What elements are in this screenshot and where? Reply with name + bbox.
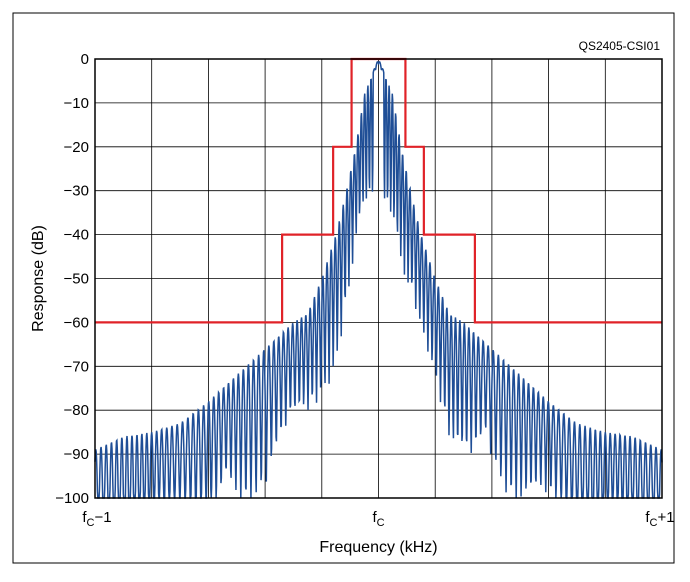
y-tick-label: −10 (64, 95, 89, 112)
figure-code: QS2405-CSI01 (579, 39, 661, 53)
x-tick-label: fC+1 (645, 509, 674, 529)
x-tick-label: fC (372, 509, 384, 529)
y-tick-label: −70 (64, 358, 89, 375)
y-tick-label: −100 (55, 490, 89, 507)
y-axis-label: Response (dB) (30, 225, 47, 332)
y-tick-label: −60 (64, 314, 89, 331)
x-tick-label: fC−1 (82, 509, 111, 529)
plot-frame (94, 58, 663, 499)
y-tick-label: 0 (81, 51, 89, 68)
y-tick-label: −80 (64, 402, 89, 419)
figure-border (12, 12, 675, 564)
y-tick-label: −40 (64, 227, 89, 244)
x-axis-label: Frequency (kHz) (319, 539, 437, 556)
ticks: 0 −10 −20 −30 −40 −50 −60 −70 −80 −90 −100 fC−1 fC fC… (55, 51, 674, 529)
y-tick-label: −50 (64, 271, 89, 288)
grid (95, 58, 662, 499)
y-tick-label: −90 (64, 446, 89, 463)
y-tick-label: −20 (64, 139, 89, 156)
y-tick-label: −30 (64, 183, 89, 200)
spectrum-series-line (94, 61, 663, 499)
